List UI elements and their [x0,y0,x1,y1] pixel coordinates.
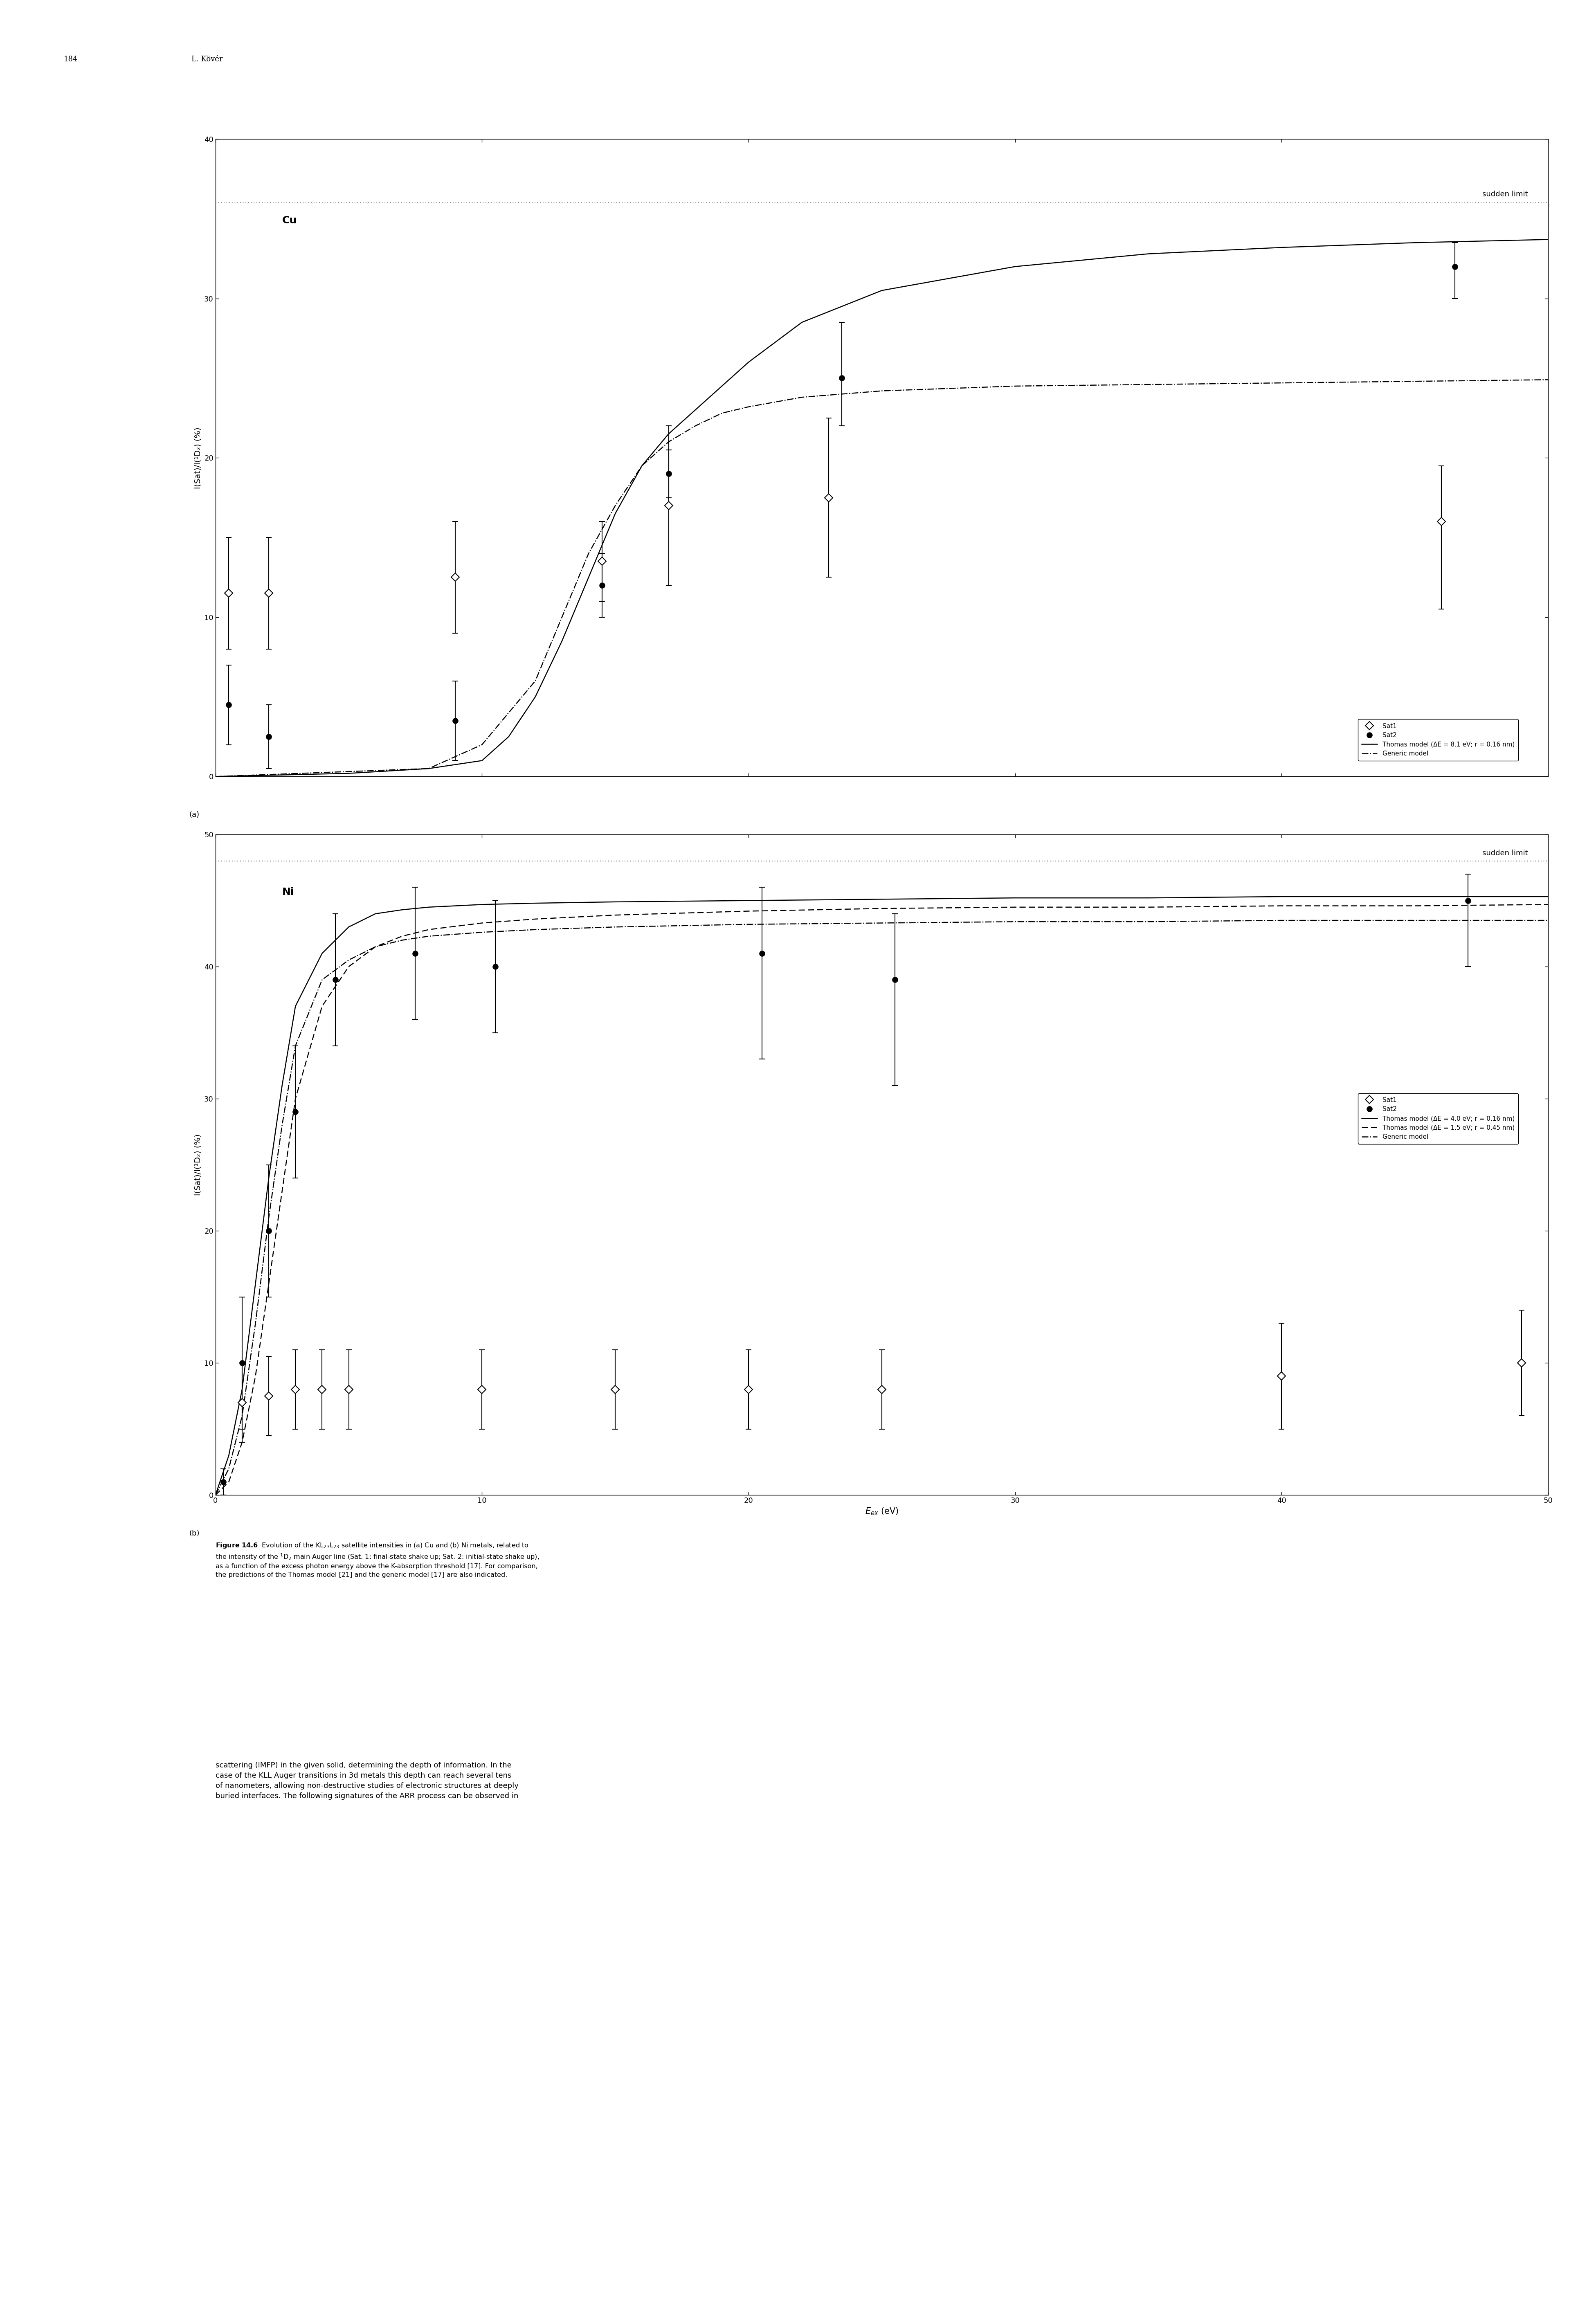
Text: scattering (IMFP) in the given solid, determining the depth of information. In t: scattering (IMFP) in the given solid, de… [215,1762,519,1799]
Text: 184: 184 [64,56,78,63]
Text: sudden limit: sudden limit [1483,851,1527,858]
Text: Cu: Cu [282,216,297,225]
Y-axis label: I(Sat)/I(¹D₂) (%): I(Sat)/I(¹D₂) (%) [195,1134,203,1196]
Text: sudden limit: sudden limit [1483,190,1527,197]
Text: (a): (a) [190,811,200,818]
Legend: Sat1, Sat2, Thomas model (ΔE = 4.0 eV; r = 0.16 nm), Thomas model (ΔE = 1.5 eV; : Sat1, Sat2, Thomas model (ΔE = 4.0 eV; r… [1358,1094,1518,1143]
Y-axis label: I(Sat)/I(¹D₂) (%): I(Sat)/I(¹D₂) (%) [195,427,203,489]
Text: L. Kövér: L. Kövér [192,56,223,63]
Legend: Sat1, Sat2, Thomas model (ΔE = 8.1 eV; r = 0.16 nm), Generic model: Sat1, Sat2, Thomas model (ΔE = 8.1 eV; r… [1358,719,1518,760]
Text: $\mathbf{Figure\ 14.6}$  Evolution of the KL$_{23}$L$_{23}$ satellite intensitie: $\mathbf{Figure\ 14.6}$ Evolution of the… [215,1541,539,1579]
Text: Ni: Ni [282,888,294,897]
X-axis label: $E_{ex}$ (eV): $E_{ex}$ (eV) [865,1507,899,1516]
Text: (b): (b) [188,1530,200,1537]
